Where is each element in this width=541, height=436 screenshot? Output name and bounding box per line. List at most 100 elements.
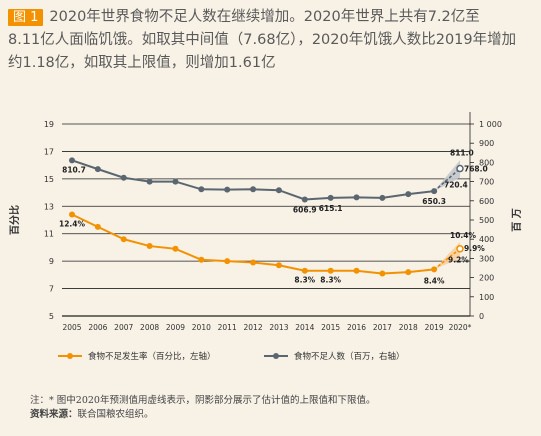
rate-data-label: 9.2% [448,255,469,264]
y-left-tick-label: 9 [49,257,54,266]
footnote-source: 资料来源：联合国粮农组织。 [30,408,530,422]
figure-header: 图 1 2020年世界食物不足人数在继续增加。2020年世界上共有7.2亿至 8.… [8,6,533,75]
y-right-tick-label: 300 [479,254,494,263]
rate-point [69,211,75,218]
y-right-tick-label: 600 [479,197,494,206]
y-left-tick-label: 7 [49,285,54,294]
x-tick-label: 2008 [140,323,159,332]
y-left-tick-label: 13 [44,202,54,211]
x-tick-label: 2016 [347,323,366,332]
x-tick-label: 2013 [269,323,288,332]
number-point [456,164,464,173]
rate-data-label: 8.3% [294,276,315,285]
rate-data-label: 10.4% [450,231,477,240]
number-data-label: 810.7 [62,165,86,174]
title-line-1: 图 1 2020年世界食物不足人数在继续增加。2020年世界上共有7.2亿至 [8,6,533,29]
source-label: 资料来源： [30,409,78,420]
y-right-tick-label: 400 [479,235,494,244]
x-tick-label: 2017 [373,323,392,332]
legend-number-label: 食物不足人数（百万，右轴） [294,351,405,362]
number-point [327,194,334,201]
number-point [172,178,179,185]
rate-data-label: 12.4% [59,220,86,229]
rate-point [224,258,231,265]
number-point [379,194,386,201]
rate-point [379,270,386,277]
rate-data-label: 8.3% [320,276,341,285]
title-line-3: 约1.18亿，如取其上限值，则增加1.61亿 [8,55,276,71]
rate-projection-shade [434,241,460,270]
legend-rate-swatch-dot [67,353,73,359]
number-data-label: 811.0 [450,148,474,157]
number-data-label: 606.9 [293,205,317,214]
x-tick-label: 2005 [62,323,81,332]
x-tick-label: 2020* [449,323,472,332]
figure-badge: 图 1 [8,9,44,26]
number-projection-shade [434,160,460,192]
number-point [405,191,412,198]
rate-point [353,267,360,274]
number-point [301,196,308,203]
rate-point [275,262,282,269]
number-point [146,178,153,185]
y-right-tick-label: 1 000 [479,120,502,129]
rate-point [120,236,127,243]
rate-point [94,223,101,230]
rate-point [405,269,412,276]
number-point [69,157,75,164]
x-tick-label: 2015 [321,323,340,332]
y-left-tick-label: 11 [44,230,54,239]
legend-number-swatch-dot [273,353,279,359]
title-text-1: 2020年世界食物不足人数在继续增加。2020年世界上共有7.2亿至 [49,9,480,25]
y-right-tick-label: 100 [479,293,494,302]
number-data-label: 720.4 [444,181,468,190]
number-point [198,186,205,193]
rate-projection-line [433,248,461,270]
y-right-tick-label: 500 [479,216,494,225]
number-line [71,159,435,201]
rate-point [301,267,308,274]
y-right-tick-label: 800 [479,158,494,167]
rate-data-label: 8.4% [424,276,445,285]
x-tick-label: 2010 [192,323,211,332]
y-left-tick-label: 15 [44,175,54,184]
rate-point [172,245,179,252]
x-tick-label: 2012 [244,323,263,332]
number-data-label: 768.0 [464,165,488,174]
number-point [120,174,127,181]
x-tick-label: 2009 [166,323,185,332]
y-right-tick-label: 0 [479,312,484,321]
x-tick-label: 2006 [88,323,107,332]
number-point [275,187,282,194]
rate-data-label: 9.9% [464,244,485,253]
x-tick-label: 2007 [114,323,133,332]
y-right-tick-label: 700 [479,178,494,187]
y-left-tick-label: 5 [49,312,54,321]
title-line-2: 8.11亿人面临饥饿。如取其中间值（7.68亿），2020年饥饿人数比2019年… [8,32,517,48]
x-tick-label: 2014 [295,323,314,332]
footnote: 注：* 图中2020年预测值用虚线表示，阴影部分展示了估计值的上限值和下限值。 … [30,394,530,422]
number-data-label: 650.3 [422,197,446,206]
rate-point [250,259,257,266]
rate-point [146,243,153,250]
y-right-tick-label: 900 [479,139,494,148]
y-right-tick-label: 200 [479,274,494,283]
number-point [353,194,360,201]
x-tick-label: 2018 [399,323,418,332]
number-projection-line [433,167,461,192]
y-left-tick-label: 17 [44,147,54,156]
y-right-axis-title: 百 万 [511,208,523,231]
x-tick-label: 2011 [218,323,237,332]
number-point [431,188,438,195]
x-tick-label: 2019 [425,323,444,332]
number-point [250,186,257,193]
rate-point [198,256,205,263]
y-left-tick-label: 19 [44,120,54,129]
number-data-label: 615.1 [319,204,343,213]
rate-point [456,245,464,253]
number-point [94,166,101,173]
rate-point [327,267,334,274]
y-left-axis-title: 百分比 [8,205,21,235]
number-point [224,186,231,193]
legend-rate-label: 食物不足发生率（百分比，左轴） [88,351,216,362]
